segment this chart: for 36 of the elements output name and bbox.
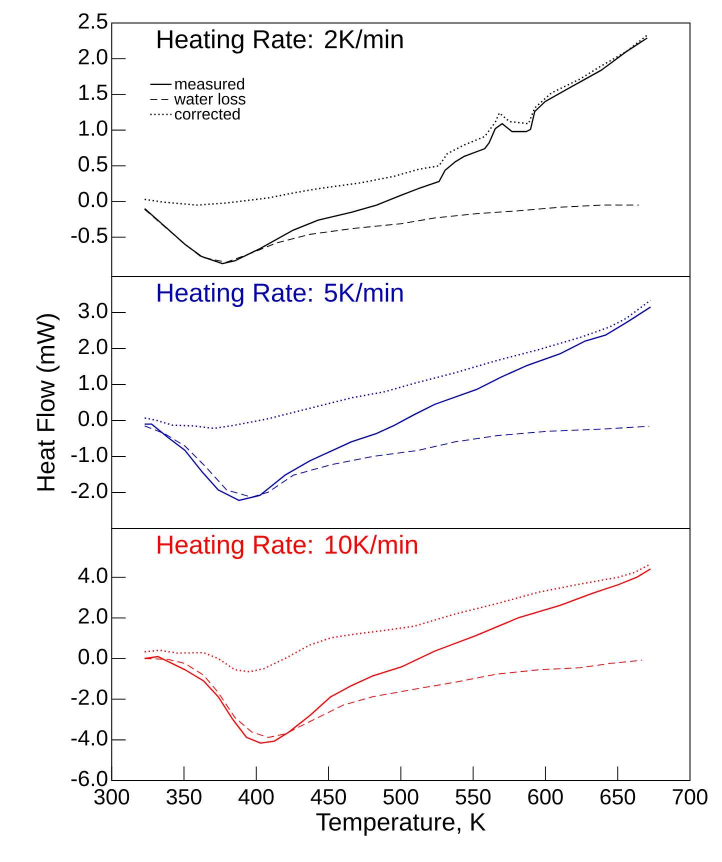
x-tick-label: 400 (238, 789, 274, 805)
x-tick-label: 450 (310, 789, 346, 805)
y-tick-label: 2.0 (78, 48, 108, 64)
y-tick-label: -6.0 (71, 770, 108, 786)
x-tick-label: 500 (383, 789, 418, 805)
x-tick-label: 650 (600, 789, 636, 805)
y-tick-label: 4.0 (78, 568, 108, 584)
x-tick-label: 600 (528, 789, 563, 805)
y-tick-label: 0.0 (78, 192, 108, 208)
y-tick-label: -2.0 (71, 689, 108, 705)
y-tick-label: -2.0 (71, 482, 108, 498)
legend-label: measured (175, 78, 244, 90)
y-tick-label: 1.0 (79, 120, 108, 136)
legend-label: corrected (174, 108, 240, 120)
y-tick-label: 1.0 (79, 374, 108, 390)
y-axis-title: Heat Flow (mW) (36, 314, 60, 490)
y-tick-label: -1.0 (71, 446, 108, 462)
chart-title: Heating Rate: 10K/min (158, 534, 417, 560)
y-tick-label: 1.5 (79, 84, 108, 100)
chart-title: Heating Rate: 2K/min (158, 29, 403, 54)
y-tick-label: 0.0 (78, 410, 108, 426)
chart-title: Heating Rate: 5K/min (158, 282, 403, 308)
y-tick-label: 2.0 (78, 608, 108, 624)
x-tick-label: 350 (166, 789, 202, 805)
x-tick-label: 550 (456, 789, 491, 805)
legend-label: water loss (174, 92, 246, 105)
x-tick-label: 300 (94, 789, 130, 805)
x-axis-title: Temperature, K (316, 813, 486, 836)
y-tick-label: -0.5 (71, 227, 108, 243)
y-tick-label: 3.0 (78, 302, 108, 318)
y-tick-label: 0.0 (78, 648, 108, 664)
y-tick-label: 2.0 (78, 338, 108, 354)
y-tick-label: 0.5 (78, 156, 108, 172)
y-tick-label: 2.5 (78, 13, 108, 29)
y-tick-label: -4.0 (71, 730, 108, 746)
x-tick-label: 700 (672, 789, 708, 805)
